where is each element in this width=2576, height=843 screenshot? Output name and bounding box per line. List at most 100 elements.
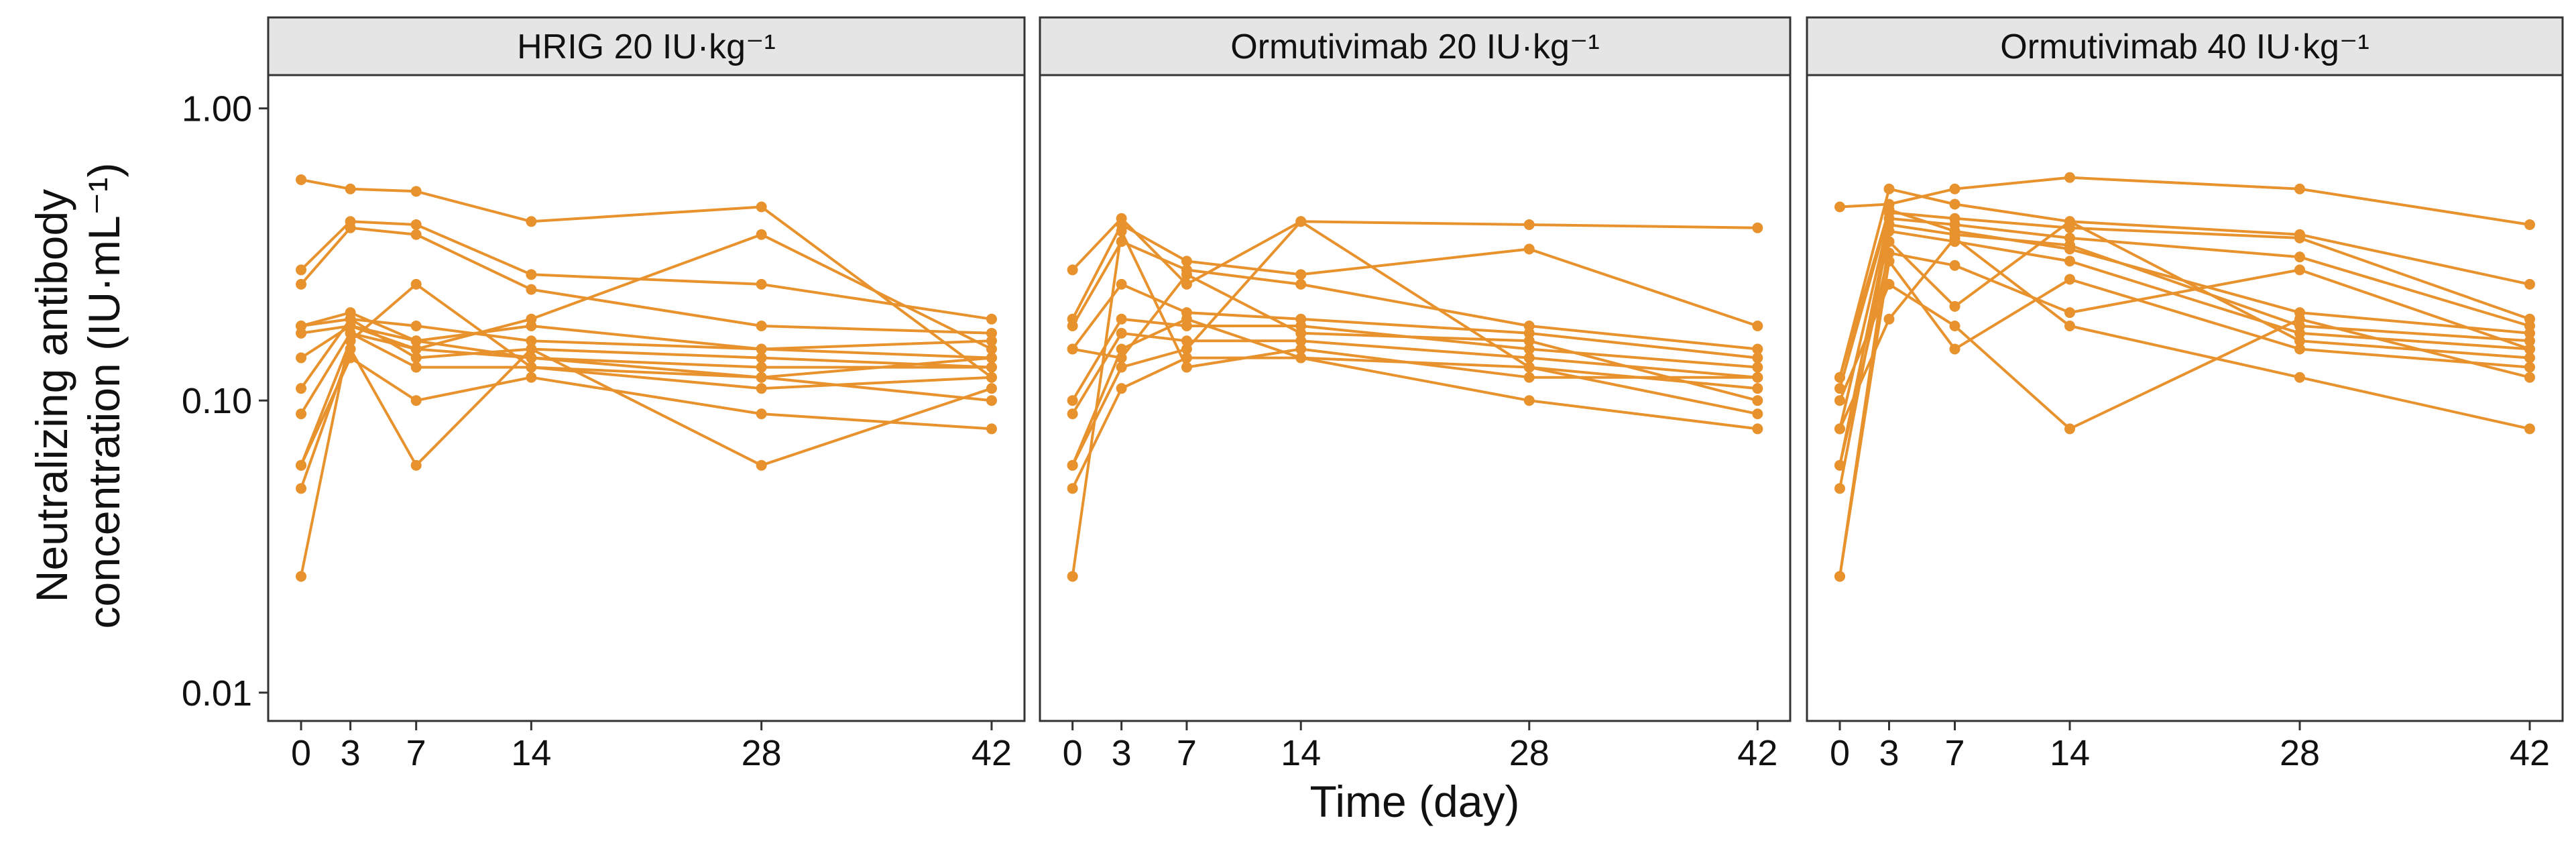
series-line xyxy=(296,222,997,339)
data-point xyxy=(1116,313,1127,325)
data-point xyxy=(2524,352,2535,363)
data-point xyxy=(1834,423,1845,435)
data-point xyxy=(2294,264,2305,276)
data-point xyxy=(1834,483,1845,494)
data-point xyxy=(1834,201,1845,213)
data-point xyxy=(1181,256,1192,267)
data-point xyxy=(986,372,997,383)
data-point xyxy=(1067,483,1078,494)
data-point xyxy=(1523,243,1535,255)
y-tick-label: 0.01 xyxy=(182,673,252,714)
data-point xyxy=(526,321,537,332)
data-point xyxy=(2524,278,2535,290)
data-point xyxy=(2294,343,2305,355)
panel-plot-area xyxy=(267,74,1026,722)
panel-strip xyxy=(1039,16,1792,76)
panel-1: HRIG 20 IU·kg⁻¹ 0 3 7 14 28 42 xyxy=(267,16,1026,773)
data-point xyxy=(1295,335,1307,347)
x-tick-label: 7 xyxy=(1177,733,1197,773)
data-point xyxy=(2064,216,2075,227)
x-tick-label: 14 xyxy=(2050,733,2090,773)
data-point xyxy=(1295,352,1307,363)
data-point xyxy=(756,343,767,355)
data-point xyxy=(296,278,307,290)
data-point xyxy=(296,383,307,394)
data-point xyxy=(2294,372,2305,383)
series-path xyxy=(1838,208,2530,378)
data-point xyxy=(1181,313,1192,325)
data-point xyxy=(986,352,997,363)
x-tick-label: 14 xyxy=(1281,733,1321,773)
x-axis-title: Time (day) xyxy=(1310,777,1520,826)
data-point xyxy=(1834,372,1845,383)
series-line xyxy=(1834,204,2535,383)
data-point xyxy=(1181,278,1192,290)
series-path xyxy=(300,226,992,335)
data-point xyxy=(526,361,537,373)
data-point xyxy=(1883,236,1895,247)
data-point xyxy=(2294,251,2305,263)
data-point xyxy=(1834,459,1845,471)
data-point xyxy=(1523,372,1535,383)
data-point xyxy=(756,372,767,383)
data-point xyxy=(410,395,422,406)
data-point xyxy=(1181,343,1192,355)
data-point xyxy=(1949,260,1960,271)
data-point xyxy=(1883,225,1895,237)
data-point xyxy=(1295,343,1307,355)
panel-3: Ormutivimab 40 IU·kg⁻¹ 0 3 7 14 28 42 xyxy=(1806,16,2564,773)
data-point xyxy=(1181,361,1192,373)
data-point xyxy=(1883,278,1895,290)
data-point xyxy=(1883,313,1895,325)
panel-plot-area xyxy=(1806,74,2564,722)
data-point xyxy=(2064,423,2075,435)
data-point xyxy=(1295,269,1307,280)
data-point xyxy=(296,483,307,494)
data-point xyxy=(2524,335,2535,347)
data-point xyxy=(2294,307,2305,319)
x-tick-label: 7 xyxy=(1944,733,1965,773)
series-path xyxy=(300,331,992,577)
series-path xyxy=(1071,331,1758,415)
data-point xyxy=(1116,327,1127,339)
series-path xyxy=(1071,240,1758,351)
data-point xyxy=(1067,459,1078,471)
x-tick-label: 28 xyxy=(1509,733,1549,773)
data-point xyxy=(1116,361,1127,373)
series-path xyxy=(1838,260,2530,577)
series-path xyxy=(300,331,992,415)
series-path xyxy=(1838,217,2530,429)
data-point xyxy=(756,361,767,373)
series-path xyxy=(1838,229,2530,489)
x-tick-label: 0 xyxy=(1063,733,1083,773)
data-point xyxy=(1067,343,1078,355)
x-tick-label: 42 xyxy=(1737,733,1777,773)
data-point xyxy=(1883,183,1895,194)
data-point xyxy=(1949,321,1960,332)
panel-title: HRIG 20 IU·kg⁻¹ xyxy=(517,27,776,66)
data-point xyxy=(410,335,422,347)
panel-strip xyxy=(267,16,1026,76)
data-point xyxy=(2064,256,2075,267)
x-tick-label: 42 xyxy=(2510,733,2550,773)
data-point xyxy=(2524,219,2535,230)
series-line xyxy=(1834,247,2535,471)
data-point xyxy=(1523,327,1535,339)
data-point xyxy=(1752,343,1763,355)
data-point xyxy=(526,284,537,295)
data-point xyxy=(756,321,767,332)
data-point xyxy=(2064,243,2075,255)
data-point xyxy=(1752,222,1763,233)
data-point xyxy=(1834,571,1845,582)
data-point xyxy=(2294,327,2305,339)
data-point xyxy=(296,459,307,471)
data-point xyxy=(2524,423,2535,435)
data-point xyxy=(1523,219,1535,230)
data-point xyxy=(1295,216,1307,227)
data-point xyxy=(1067,408,1078,420)
series-path xyxy=(300,282,992,466)
data-point xyxy=(1523,335,1535,347)
data-point xyxy=(986,383,997,394)
series-path xyxy=(1838,251,2530,466)
data-point xyxy=(526,352,537,363)
